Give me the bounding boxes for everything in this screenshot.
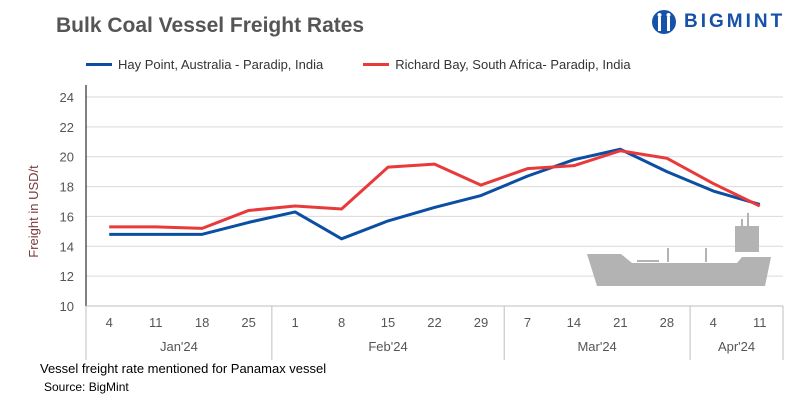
x-tick-label: 22 — [427, 315, 441, 330]
legend-label: Hay Point, Australia - Paradip, India — [118, 57, 324, 72]
x-tick-label: 14 — [567, 315, 581, 330]
x-tick-label: 25 — [241, 315, 255, 330]
x-tick-label: 21 — [613, 315, 627, 330]
bigmint-logo: BIGMINT — [650, 9, 785, 35]
month-label: Mar'24 — [577, 339, 616, 354]
x-tick-label: 18 — [195, 315, 209, 330]
x-tick-label: 4 — [106, 315, 113, 330]
logo-icon — [652, 10, 676, 34]
x-tick-label: 11 — [149, 315, 163, 330]
month-label: Feb'24 — [368, 339, 407, 354]
y-tick-label: 10 — [60, 299, 74, 314]
y-tick-label: 24 — [60, 90, 74, 105]
legend-swatch — [363, 63, 390, 66]
source-note: Source: BigMint — [44, 380, 129, 394]
y-tick-label: 20 — [60, 150, 74, 165]
x-tick-label: 1 — [291, 315, 298, 330]
legend-item-hay-point: Hay Point, Australia - Paradip, India — [86, 57, 323, 72]
y-axis-label: Freight in USD/t — [26, 165, 41, 258]
legend-label: Richard Bay, South Africa- Paradip, Indi… — [395, 57, 631, 72]
y-tick-label: 22 — [60, 120, 74, 135]
x-tick-label: 7 — [524, 315, 531, 330]
legend: Hay Point, Australia - Paradip, India Ri… — [86, 57, 631, 72]
month-label: Jan'24 — [160, 339, 198, 354]
legend-item-richard-bay: Richard Bay, South Africa- Paradip, Indi… — [363, 57, 631, 72]
x-tick-label: 8 — [338, 315, 345, 330]
x-tick-label: 15 — [381, 315, 395, 330]
y-tick-label: 12 — [60, 269, 74, 284]
x-tick-label: 28 — [660, 315, 674, 330]
x-tick-label: 4 — [710, 315, 717, 330]
logo-text: BIGMINT — [684, 11, 786, 32]
y-tick-label: 18 — [60, 180, 74, 195]
ship-icon — [587, 213, 771, 286]
x-tick-label: 29 — [474, 315, 488, 330]
y-tick-label: 16 — [60, 209, 74, 224]
x-tick-label: 11 — [753, 315, 767, 330]
legend-swatch — [86, 63, 112, 66]
month-label: Apr'24 — [718, 339, 755, 354]
footnote: Vessel freight rate mentioned for Panama… — [40, 361, 327, 376]
chart-title: Bulk Coal Vessel Freight Rates — [56, 14, 365, 37]
y-tick-label: 14 — [60, 239, 74, 254]
